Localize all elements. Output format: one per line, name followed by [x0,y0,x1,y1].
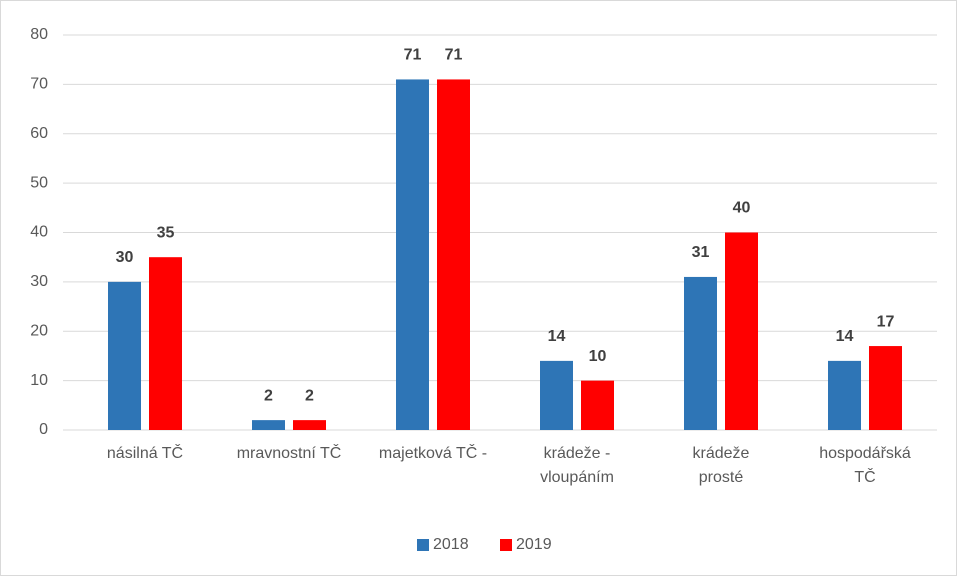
legend-label: 2019 [516,536,552,553]
bar [540,360,573,430]
bar [396,79,429,430]
data-label: 2 [264,387,273,404]
y-tick-label: 10 [30,372,48,389]
y-tick-label: 50 [30,174,48,191]
data-label: 40 [733,200,751,217]
bar [725,232,758,430]
data-label: 31 [692,244,710,261]
data-label: 30 [116,249,134,266]
bar [581,380,614,430]
legend-swatch [417,539,429,551]
data-label: 71 [445,47,463,64]
legend-label: 2018 [433,536,469,553]
bar [828,360,861,430]
data-label: 17 [877,313,895,330]
y-tick-label: 80 [30,26,48,43]
data-label: 10 [589,348,607,365]
x-tick-label: mravnostní TČ [236,445,342,462]
data-label: 14 [836,328,854,345]
x-tick-label: hospodářská TČ [819,445,911,486]
bar [869,346,902,430]
y-tick-label: 30 [30,273,48,290]
data-label: 35 [157,224,175,241]
bar [149,257,182,430]
data-label: 2 [305,387,314,404]
x-tick-label: majetková TČ - [378,445,488,462]
y-tick-label: 0 [39,421,48,438]
bar [108,281,141,430]
y-tick-label: 70 [30,76,48,93]
x-tick-label: krádeže - vloupáním [540,445,614,486]
x-tick-label: násilná TČ [106,445,184,462]
bar [252,420,285,430]
bar [293,420,326,430]
data-label: 14 [548,328,566,345]
bar [437,79,470,430]
data-label: 71 [404,47,422,64]
legend-swatch [500,539,512,551]
y-tick-label: 40 [30,224,48,241]
y-tick-label: 60 [30,125,48,142]
bar [684,276,717,430]
y-tick-label: 20 [30,322,48,339]
x-tick-label: krádeže prosté [692,445,750,486]
